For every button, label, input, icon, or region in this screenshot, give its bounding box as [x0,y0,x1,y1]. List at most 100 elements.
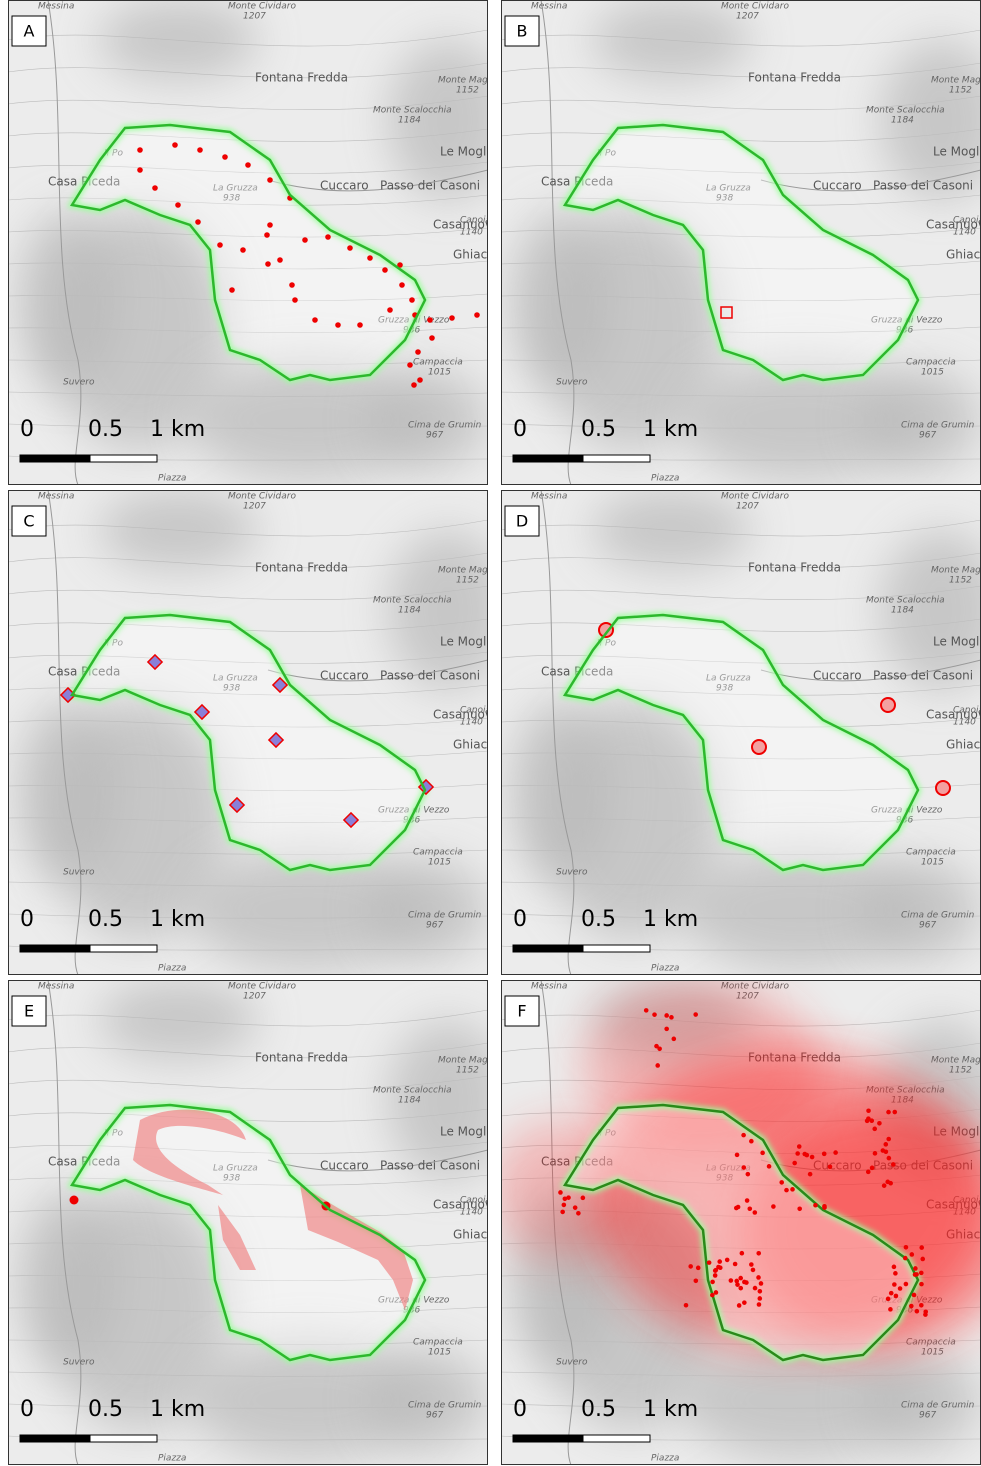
occurrence [919,1303,924,1308]
occurrence [655,1063,660,1068]
occurrence [784,1188,789,1193]
place-name: Ghiacciaro [946,738,981,752]
occurrence [672,1037,677,1042]
scale-label: 0.5 [88,1397,123,1422]
place-name: Monte Scalocchia [866,596,945,606]
scale-bar-white [90,945,157,952]
occurrence [717,1259,722,1264]
occurrence [866,1108,871,1113]
survey-point [367,255,373,261]
scale-label: 0 [20,417,34,442]
scale-label: 0 [20,1397,34,1422]
occurrence [892,1282,897,1287]
scale-bar-black [20,945,90,952]
scale-bar-white [90,455,157,462]
place-name: 1140 [460,718,483,728]
occurrence [733,1262,738,1267]
occurrence [560,1210,565,1215]
place-name: Cima de Grumin [901,421,975,431]
scale-label: 0 [513,417,527,442]
occurrence [753,1210,758,1215]
occurrence [810,1155,815,1160]
occurrence [746,1172,751,1177]
place-name: Le Moglie [933,145,981,159]
scale-bar-black [20,1435,90,1442]
sample-site [752,740,766,754]
place-name: 1015 [428,858,451,868]
panel-label: F [517,1002,526,1021]
place-name: 1140 [953,228,976,238]
place-name: Capoia [953,216,981,226]
occurrence [869,1118,874,1123]
occurrence [713,1268,718,1273]
occurrence [828,1164,833,1169]
place-name: Fontana Fredda [748,561,841,575]
place-name: Fontana Fredda [255,561,348,575]
scale-label: 1 km [643,1397,698,1422]
place-name: Campaccia [413,848,463,858]
occurrence [813,1203,818,1208]
occurrence [822,1205,827,1210]
scale-label: 0.5 [88,907,123,932]
occurrence [802,1152,807,1157]
survey-point [474,312,480,318]
occurrence [885,1180,890,1185]
occurrence [644,1008,649,1013]
place-name: 1152 [456,1066,479,1076]
scale-label: 0.5 [581,1397,616,1422]
hillshade [18,700,118,880]
place-name: Le Moglie [440,1125,488,1139]
place-name: 1184 [891,116,914,126]
place-name: Suvero [556,1358,588,1368]
occurrence [742,1300,747,1305]
place-name: Monte Scalocchia [373,596,452,606]
place-name: Monte Cividaro [228,2,296,12]
hillshade [511,700,611,880]
occurrence [877,1121,882,1126]
occurrence [581,1196,586,1201]
survey-point [415,349,421,355]
occurrence [873,1151,878,1156]
map-panel: Fontana FreddaCasa PicedaLe MoglieCuccar… [501,0,981,485]
survey-point [195,219,201,225]
sample-site [936,781,950,795]
occurrence [898,1286,903,1291]
place-name: 1140 [460,228,483,238]
occurrence [760,1151,765,1156]
occurrence [693,1012,698,1017]
survey-point [197,147,203,153]
occurrence [910,1252,915,1257]
scale-label: 1 km [643,417,698,442]
place-name: Suvero [556,378,588,388]
panel-label: B [517,22,528,41]
place-name: Monte Cividaro [721,2,789,12]
occurrence [657,1046,662,1051]
scale-label: 0.5 [88,417,123,442]
occurrence [904,1245,909,1250]
place-name: Fontana Fredda [748,71,841,85]
occurrence [741,1133,746,1138]
scale-bar-white [583,1435,650,1442]
survey-point [357,322,363,328]
survey-point [222,154,228,160]
place-name: Ghiacciaro [453,248,488,262]
occurrence [744,1280,749,1285]
place-name: Monte Maggio [438,566,488,576]
place-name: 1207 [736,12,759,22]
scale-bar-black [513,945,583,952]
place-name: Cuccaro [320,1159,369,1173]
survey-point [411,382,417,388]
place-name: Capoia [460,216,488,226]
place-name: 1207 [243,502,266,512]
place-name: Piazza [651,1454,679,1464]
survey-point [347,245,353,251]
map-panel: Fontana FreddaCasa PicedaLe MoglieCuccar… [501,980,981,1465]
place-name: Monte Cividaro [228,982,296,992]
occurrence [716,1265,721,1270]
place-name: Cuccaro [320,669,369,683]
place-name: Le Moglie [440,635,488,649]
occurrence [822,1152,827,1157]
survey-point [264,232,270,238]
occurrence [652,1012,657,1017]
occurrence [759,1281,764,1286]
